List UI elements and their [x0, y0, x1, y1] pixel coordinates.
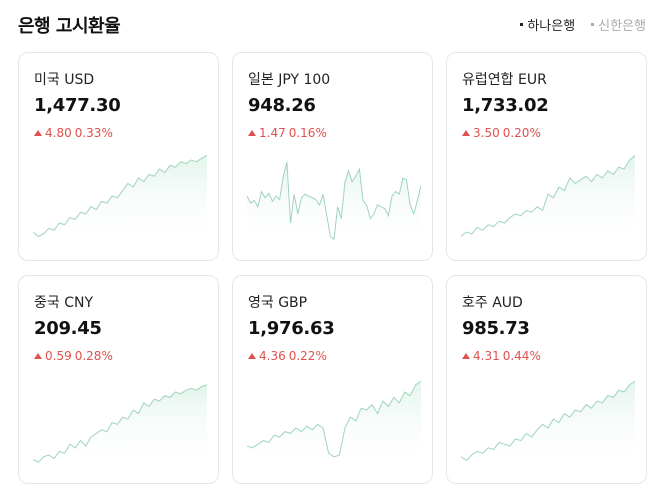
- change-amount: 3.50: [473, 126, 500, 140]
- sparkline-area: [247, 381, 421, 468]
- exchange-rate: 1,733.02: [462, 95, 549, 116]
- sparkline-chart: [247, 380, 421, 468]
- sparkline-line: [247, 161, 421, 241]
- sparkline-area: [33, 384, 207, 468]
- currency-card[interactable]: 중국 CNY 209.45 0.59 0.28%: [18, 275, 219, 484]
- currency-card[interactable]: 유럽연합 EUR 1,733.02 3.50 0.20%: [446, 52, 647, 261]
- sparkline-chart: [247, 161, 421, 245]
- rate-change: 4.31 0.44%: [462, 349, 541, 363]
- triangle-up-icon: [462, 130, 470, 136]
- bank-selector: 하나은행 신한은행: [520, 15, 646, 34]
- currency-name: 영국 GBP: [248, 295, 308, 311]
- change-amount: 1.47: [259, 126, 286, 140]
- exchange-rate: 985.73: [462, 318, 530, 339]
- sparkline-chart: [33, 384, 207, 468]
- change-amount: 0.59: [45, 349, 72, 363]
- exchange-rate: 1,976.63: [248, 318, 335, 339]
- currency-card[interactable]: 일본 JPY 100 948.26 1.47 0.16%: [232, 52, 433, 261]
- currency-card[interactable]: 영국 GBP 1,976.63 4.36 0.22%: [232, 275, 433, 484]
- sparkline-line: [247, 380, 421, 458]
- triangle-up-icon: [462, 353, 470, 359]
- sparkline-area: [247, 161, 421, 245]
- triangle-up-icon: [248, 130, 256, 136]
- change-percent: 0.44%: [502, 349, 541, 363]
- change-percent: 0.16%: [288, 126, 327, 140]
- exchange-rate: 948.26: [248, 95, 316, 116]
- bank-option-shinhan[interactable]: 신한은행: [591, 15, 646, 34]
- bullet-icon: [520, 23, 524, 26]
- sparkline-chart: [461, 155, 635, 245]
- triangle-up-icon: [34, 353, 42, 359]
- rate-change: 4.80 0.33%: [34, 126, 113, 140]
- exchange-rate: 1,477.30: [34, 95, 121, 116]
- exchange-rate: 209.45: [34, 318, 102, 339]
- currency-name: 중국 CNY: [34, 295, 94, 311]
- sparkline-line: [461, 380, 635, 462]
- bank-label: 하나은행: [527, 19, 576, 34]
- change-amount: 4.31: [473, 349, 500, 363]
- page-title: 은행 고시환율: [18, 16, 121, 37]
- change-percent: 0.20%: [502, 126, 541, 140]
- currency-card[interactable]: 호주 AUD 985.73 4.31 0.44%: [446, 275, 647, 484]
- bullet-icon: [591, 23, 595, 26]
- currency-name: 호주 AUD: [462, 295, 523, 311]
- rate-change: 0.59 0.28%: [34, 349, 113, 363]
- sparkline-chart: [33, 155, 207, 245]
- sparkline-chart: [461, 380, 635, 468]
- change-amount: 4.80: [45, 126, 72, 140]
- currency-name: 일본 JPY 100: [248, 72, 331, 88]
- rate-change: 3.50 0.20%: [462, 126, 541, 140]
- sparkline-area: [461, 381, 635, 468]
- sparkline-area: [33, 155, 207, 245]
- change-percent: 0.33%: [74, 126, 113, 140]
- triangle-up-icon: [34, 130, 42, 136]
- bank-label: 신한은행: [598, 19, 646, 34]
- bank-option-hana[interactable]: 하나은행: [520, 15, 575, 34]
- sparkline-area: [461, 155, 635, 245]
- rate-change: 1.47 0.16%: [248, 126, 327, 140]
- change-percent: 0.28%: [74, 349, 113, 363]
- currency-card[interactable]: 미국 USD 1,477.30 4.80 0.33%: [18, 52, 219, 261]
- triangle-up-icon: [248, 353, 256, 359]
- change-amount: 4.36: [259, 349, 286, 363]
- sparkline-line: [33, 155, 207, 238]
- sparkline-line: [33, 384, 207, 463]
- rate-change: 4.36 0.22%: [248, 349, 327, 363]
- currency-name: 미국 USD: [34, 72, 95, 88]
- currency-name: 유럽연합 EUR: [462, 72, 547, 88]
- sparkline-line: [461, 155, 635, 237]
- change-percent: 0.22%: [288, 349, 327, 363]
